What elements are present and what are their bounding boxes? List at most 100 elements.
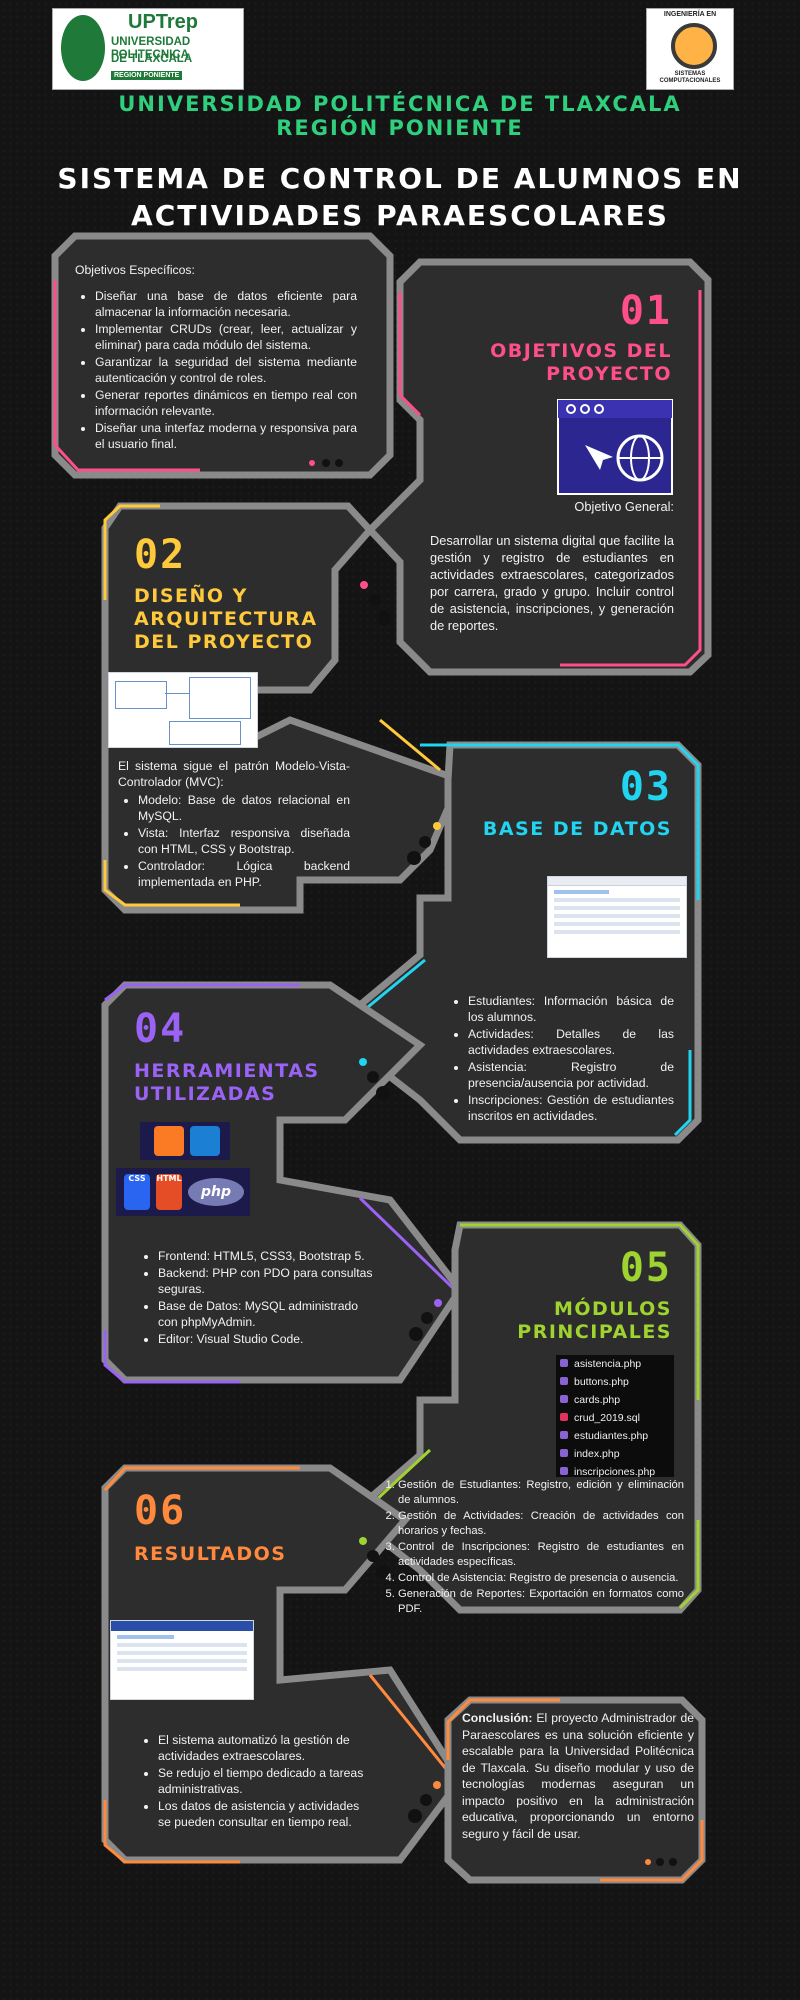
- list-item: Diseñar una base de datos eficiente para…: [95, 288, 357, 320]
- section-title-04: HERRAMIENTAS UTILIZADAS: [134, 1060, 334, 1106]
- title-line2: ACTIVIDADES PARAESCOLARES: [131, 199, 669, 232]
- section-number-06: 06: [134, 1488, 187, 1534]
- list-item: Modelo: Base de datos relacional en MySQ…: [138, 792, 350, 824]
- section-number-04: 04: [134, 1006, 187, 1052]
- file-item: cards.php: [556, 1391, 674, 1409]
- php-icon: php: [188, 1178, 244, 1206]
- list-item: Gestión de Estudiantes: Registro, edició…: [398, 1478, 684, 1508]
- section-number-02: 02: [134, 532, 187, 578]
- list-item: Control de Inscripciones: Registro de es…: [398, 1540, 684, 1570]
- list-item: Implementar CRUDs (crear, leer, actualiz…: [95, 321, 357, 353]
- tables-list: Estudiantes: Información básica de los a…: [448, 993, 674, 1124]
- list-item: Estudiantes: Información básica de los a…: [468, 993, 674, 1025]
- xampp-icon: [154, 1126, 184, 1156]
- university-line2: REGIÓN PONIENTE: [276, 116, 524, 140]
- title-05-line1: MÓDULOS: [553, 1298, 672, 1320]
- database-screenshot: [547, 876, 687, 958]
- university-name: UNIVERSIDAD POLITÉCNICA DE TLAXCALA REGI…: [0, 92, 800, 140]
- list-item: Se redujo el tiempo dedicado a tareas ad…: [158, 1765, 368, 1797]
- results-screenshot: [110, 1620, 254, 1700]
- list-item: Editor: Visual Studio Code.: [158, 1331, 378, 1347]
- list-item: Generar reportes dinámicos en tiempo rea…: [95, 387, 357, 419]
- tools-list-block: Frontend: HTML5, CSS3, Bootstrap 5. Back…: [138, 1248, 378, 1348]
- section-title-06: RESULTADOS: [134, 1543, 287, 1565]
- title-05-line2: PRINCIPALES: [517, 1321, 672, 1343]
- file-item: estudiantes.php: [556, 1427, 674, 1445]
- accent-01-left: [53, 280, 200, 472]
- general-heading: Objetivo General:: [574, 499, 674, 514]
- general-objective: Desarrollar un sistema digital que facil…: [430, 533, 674, 633]
- list-item: Los datos de asistencia y actividades se…: [158, 1798, 368, 1830]
- list-item: Actividades: Detalles de las actividades…: [468, 1026, 674, 1058]
- title-04-line1: HERRAMIENTAS: [134, 1060, 320, 1082]
- list-item: Control de Asistencia: Registro de prese…: [398, 1571, 684, 1586]
- section-title-05: MÓDULOS PRINCIPALES: [440, 1298, 672, 1344]
- list-item: Asistencia: Registro de presencia/ausenc…: [468, 1059, 674, 1091]
- accent-01-right: [398, 290, 702, 667]
- section-title-01: OBJETIVOS DEL PROYECTO: [440, 340, 672, 386]
- section-title-03: BASE DE DATOS: [482, 818, 672, 840]
- mvc-list: Modelo: Base de datos relacional en MySQ…: [118, 792, 350, 890]
- vscode-icon: [190, 1126, 220, 1156]
- mvc-description: El sistema sigue el patrón Modelo-Vista-…: [118, 758, 350, 891]
- list-item: Controlador: Lógica backend implementada…: [138, 858, 350, 890]
- title-01-line2: PROYECTO: [546, 363, 672, 385]
- file-item: asistencia.php: [556, 1355, 674, 1373]
- specific-objectives: Objetivos Específicos: Diseñar una base …: [75, 262, 357, 453]
- specific-list: Diseñar una base de datos eficiente para…: [75, 288, 357, 452]
- title-01-line1: OBJETIVOS DEL: [490, 340, 672, 362]
- list-item: Garantizar la seguridad del sistema medi…: [95, 354, 357, 386]
- decor-dots: [309, 459, 677, 1866]
- uml-diagram-screenshot: [108, 672, 258, 748]
- file-item: inscripciones.php: [556, 1463, 674, 1481]
- list-item: Diseñar una interfaz moderna y responsiv…: [95, 420, 357, 452]
- list-item: Inscripciones: Gestión de estudiantes in…: [468, 1092, 674, 1124]
- section-number-05: 05: [619, 1245, 672, 1291]
- database-tables: Estudiantes: Información básica de los a…: [448, 993, 674, 1125]
- accent-conclusion: [446, 1698, 704, 1882]
- conclusion: Conclusión: El proyecto Administrador de…: [462, 1710, 694, 1842]
- list-item: Vista: Interfaz responsiva diseñada con …: [138, 825, 350, 857]
- title-02-line2: ARQUITECTURA: [134, 608, 318, 630]
- frame-01-right: [365, 258, 712, 676]
- modules-block: Gestión de Estudiantes: Registro, edició…: [378, 1478, 684, 1618]
- tools-list: Frontend: HTML5, CSS3, Bootstrap 5. Back…: [138, 1248, 378, 1347]
- list-item: Generación de Reportes: Exportación en f…: [398, 1587, 684, 1617]
- results-list: El sistema automatizó la gestión de acti…: [138, 1732, 368, 1830]
- css3-icon: CSS: [124, 1174, 150, 1210]
- university-line1: UNIVERSIDAD POLITÉCNICA DE TLAXCALA: [118, 92, 682, 116]
- conclusion-text: El proyecto Administrador de Paraescolar…: [462, 1711, 694, 1841]
- page-title: SISTEMA DE CONTROL DE ALUMNOS EN ACTIVID…: [0, 160, 800, 234]
- accent-06-left: [103, 1466, 457, 1864]
- career-logo: INGENIERÍA EN SISTEMAS COMPUTACIONALES: [646, 8, 734, 90]
- list-item: Gestión de Actividades: Creación de acti…: [398, 1509, 684, 1539]
- file-item: index.php: [556, 1445, 674, 1463]
- web-tech-logos: CSS HTML php: [116, 1168, 250, 1216]
- file-item: buttons.php: [556, 1373, 674, 1391]
- list-item: El sistema automatizó la gestión de acti…: [158, 1732, 368, 1764]
- title-line1: SISTEMA DE CONTROL DE ALUMNOS EN: [57, 162, 743, 195]
- frame-02-left: [101, 502, 465, 914]
- html5-icon: HTML: [156, 1174, 182, 1210]
- university-logo: UPTrep UNIVERSIDAD POLITECNICA DE TLAXCA…: [52, 8, 244, 90]
- accent-04-left: [103, 983, 457, 1384]
- accent-02-left: [103, 504, 441, 907]
- title-04-line2: UTILIZADAS: [134, 1083, 277, 1105]
- mvc-intro: El sistema sigue el patrón Modelo-Vista-…: [118, 759, 350, 789]
- results-block: El sistema automatizó la gestión de acti…: [138, 1732, 368, 1831]
- section-number-01: 01: [619, 288, 672, 334]
- list-item: Base de Datos: MySQL administrado con ph…: [158, 1298, 378, 1330]
- section-title-02: DISEÑO Y ARQUITECTURA DEL PROYECTO: [134, 585, 334, 654]
- section-number-03: 03: [619, 764, 672, 810]
- list-item: Backend: PHP con PDO para consultas segu…: [158, 1265, 378, 1297]
- xampp-vscode-logos: [140, 1122, 230, 1160]
- file-list: asistencia.php buttons.php cards.php cru…: [556, 1355, 674, 1478]
- file-item: crud_2019.sql: [556, 1409, 674, 1427]
- conclusion-label: Conclusión:: [462, 1711, 533, 1725]
- list-item: Frontend: HTML5, CSS3, Bootstrap 5.: [158, 1248, 378, 1264]
- modules-list: Gestión de Estudiantes: Registro, edició…: [378, 1478, 684, 1617]
- title-02-line3: DEL PROYECTO: [134, 631, 314, 653]
- title-02-line1: DISEÑO Y: [134, 585, 248, 607]
- specific-heading: Objetivos Específicos:: [75, 263, 195, 277]
